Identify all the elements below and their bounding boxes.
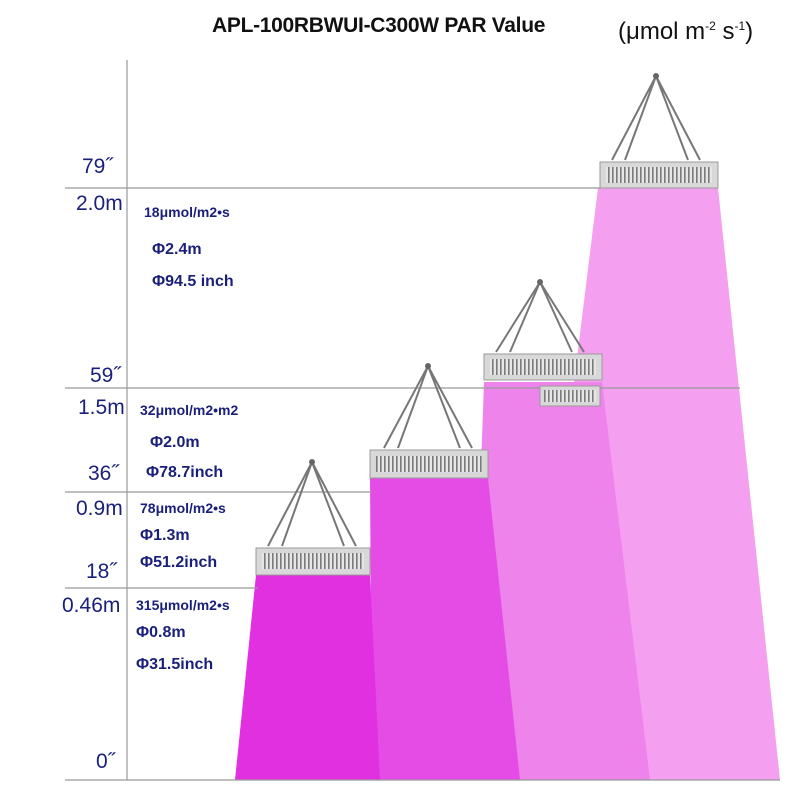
diameter-in-0-46m: Φ31.5inch xyxy=(136,656,214,673)
height-label-79in: 79˝ xyxy=(82,155,113,178)
grow-light-1-5m xyxy=(483,279,603,407)
diameter-in-2m: Φ94.5 inch xyxy=(152,273,234,290)
height-label-36in: 36˝ xyxy=(88,462,119,485)
par-value-0-46m: 315μmol/m2•s xyxy=(136,597,230,613)
light-beam-0-46m xyxy=(235,575,380,780)
height-label-1-5m: 1.5m xyxy=(78,396,125,419)
height-label-59in: 59˝ xyxy=(90,364,121,387)
height-label-0-9m: 0.9m xyxy=(76,497,123,520)
diameter-m-2m: Φ2.4m xyxy=(152,241,202,258)
diagram-title: APL-100RBWUI-C300W PAR Value xyxy=(212,14,546,37)
diameter-m-1-5m: Φ2.0m xyxy=(150,434,200,451)
par-value-1-5m: 32μmol/m2•m2 xyxy=(140,402,239,418)
par-value-2m: 18μmol/m2•s xyxy=(144,204,230,220)
light-beam-1-5m xyxy=(470,382,650,780)
height-label-0in: 0˝ xyxy=(96,750,115,773)
grow-light-0-46m xyxy=(255,459,371,576)
unit-label: (μmol m-2 s-1) xyxy=(618,18,754,45)
guide-lines xyxy=(65,60,780,781)
par-value-0-9m: 78μmol/m2•s xyxy=(140,500,226,516)
diameter-in-0-9m: Φ51.2inch xyxy=(140,554,218,571)
grow-light-0-9m xyxy=(369,363,489,479)
diameter-in-1-5m: Φ78.7inch xyxy=(146,464,224,481)
height-label-2m: 2.0m xyxy=(76,192,123,215)
light-beam-0-9m xyxy=(370,478,520,780)
grow-light-2m xyxy=(599,73,719,189)
height-label-18in: 18˝ xyxy=(86,560,117,583)
diameter-m-0-9m: Φ1.3m xyxy=(140,527,190,544)
diameter-m-0-46m: Φ0.8m xyxy=(136,624,186,641)
height-label-0-46m: 0.46m xyxy=(62,594,121,617)
